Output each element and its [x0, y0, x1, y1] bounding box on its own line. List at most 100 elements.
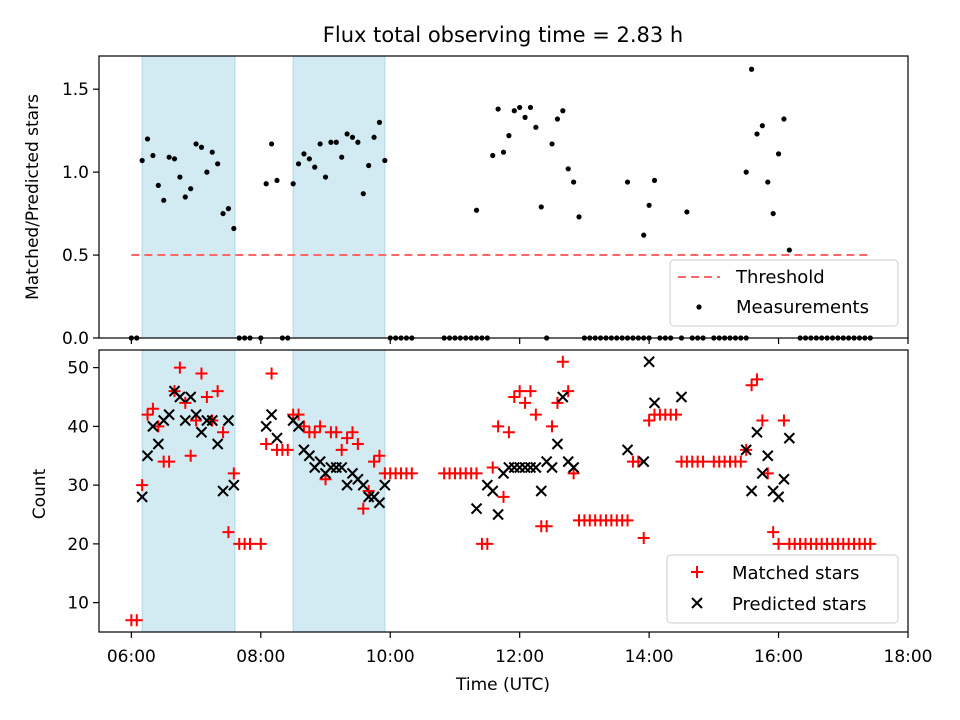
legend-predicted-swatch — [691, 597, 703, 609]
measurement-point — [517, 104, 523, 111]
measurement-point — [215, 161, 221, 167]
top-y-tick-label: 0.0 — [62, 329, 89, 349]
measurement-point — [511, 108, 517, 114]
predicted-star-point — [195, 426, 208, 438]
measurement-point — [576, 214, 582, 220]
measurement-point — [171, 156, 178, 162]
measurement-point — [333, 139, 339, 145]
predicted-star-point — [211, 438, 224, 450]
measurement-point — [560, 108, 566, 114]
predicted-star-point — [136, 491, 148, 503]
top-shaded-interval-1 — [292, 55, 386, 339]
measurement-point — [322, 174, 329, 180]
measurement-point — [495, 106, 501, 112]
matched-star-point — [772, 537, 785, 550]
legend-threshold-label: Threshold — [735, 267, 825, 288]
measurement-point — [177, 174, 183, 180]
matched-star-point — [308, 426, 321, 439]
predicted-star-point — [265, 408, 278, 421]
matched-star-point — [319, 473, 332, 486]
measurement-point — [646, 202, 652, 208]
matched-star-point — [508, 391, 521, 403]
bottom-legend-box — [666, 554, 899, 624]
matched-star-point — [173, 361, 186, 374]
predicted-star-point — [567, 461, 580, 474]
matched-star-point — [750, 373, 763, 386]
predicted-star-point — [152, 438, 165, 450]
measurement-point — [231, 225, 237, 232]
measurement-point — [161, 197, 167, 203]
measurement-point — [360, 191, 366, 197]
measurement-point — [349, 134, 356, 140]
measurement-point — [754, 131, 760, 137]
matched-star-point — [697, 455, 710, 468]
x-tick-label: 10:00 — [366, 647, 415, 667]
top-y-tick-label: 0.5 — [62, 246, 89, 266]
matched-star-point — [529, 408, 542, 421]
matched-star-point — [546, 420, 559, 433]
matched-star-point — [330, 426, 343, 439]
predicted-star-point — [335, 461, 348, 474]
matched-star-point — [217, 426, 230, 439]
bottom-panel: 10 20 30 40 50 06:00 08:00 10:00 12:00 14:00 16:0… — [30, 349, 933, 695]
predicted-star-point — [546, 461, 558, 474]
matched-star-point — [244, 537, 257, 550]
legend-matched-label: Matched stars — [732, 563, 859, 584]
matched-star-point — [470, 467, 483, 480]
matched-star-point — [562, 385, 575, 398]
measurement-point — [624, 179, 631, 185]
matched-star-point — [200, 391, 213, 403]
predicted-star-point — [783, 432, 796, 444]
measurement-point — [290, 181, 296, 187]
predicted-star-point — [357, 479, 369, 491]
measurement-point — [139, 157, 145, 164]
measurement-point — [306, 156, 312, 162]
top-legend: Threshold Measurements — [669, 259, 899, 327]
measurement-point — [209, 149, 215, 155]
predicted-star-point — [638, 455, 650, 468]
predicted-star-point — [487, 485, 499, 497]
matched-star-point — [524, 385, 537, 398]
predicted-star-point — [190, 408, 202, 421]
matched-star-point — [362, 485, 375, 497]
measurement-point — [651, 177, 658, 184]
measurement-point — [301, 151, 307, 157]
predicted-star-point — [228, 479, 240, 491]
predicted-star-point — [217, 485, 229, 497]
measurement-point — [328, 139, 334, 145]
measurement-point — [188, 186, 194, 192]
legend-measurements-label: Measurements — [736, 297, 869, 318]
measurement-point — [781, 116, 787, 122]
measurement-point — [355, 139, 361, 145]
measurement-point — [533, 124, 539, 130]
measurement-point — [775, 151, 782, 157]
x-tick-label: 08:00 — [236, 647, 285, 667]
measurement-point — [522, 114, 528, 120]
bottom-shaded-interval-0 — [141, 349, 236, 633]
matched-star-point — [481, 537, 494, 550]
predicted-star-point — [492, 508, 504, 521]
predicted-star-point — [551, 438, 564, 450]
measurement-point — [565, 166, 571, 172]
matched-star-point — [351, 438, 364, 450]
matched-star-point — [540, 520, 553, 533]
matched-star-point — [341, 432, 354, 445]
predicted-star-point — [341, 479, 353, 491]
measurement-point — [554, 116, 561, 122]
measurement-point — [506, 133, 512, 139]
x-tick-label: 18:00 — [884, 647, 933, 667]
top-panel-frame — [98, 55, 909, 339]
matched-star-point — [163, 455, 176, 468]
matched-star-point — [254, 537, 267, 550]
matched-star-point — [513, 385, 526, 398]
matched-star-point — [292, 408, 305, 421]
top-panel: 0.0 0.5 1.0 1.5 Matched/Predicted stars Thr… — [23, 55, 909, 349]
top-y-tick-label: 1.0 — [62, 163, 89, 183]
measurement-point — [473, 207, 480, 213]
matched-star-point — [756, 414, 769, 427]
top-shaded-interval-0 — [141, 55, 236, 339]
matched-star-point — [281, 443, 294, 456]
top-legend-box — [669, 259, 899, 327]
measurement-point — [748, 66, 755, 72]
matched-star-point — [357, 502, 370, 515]
